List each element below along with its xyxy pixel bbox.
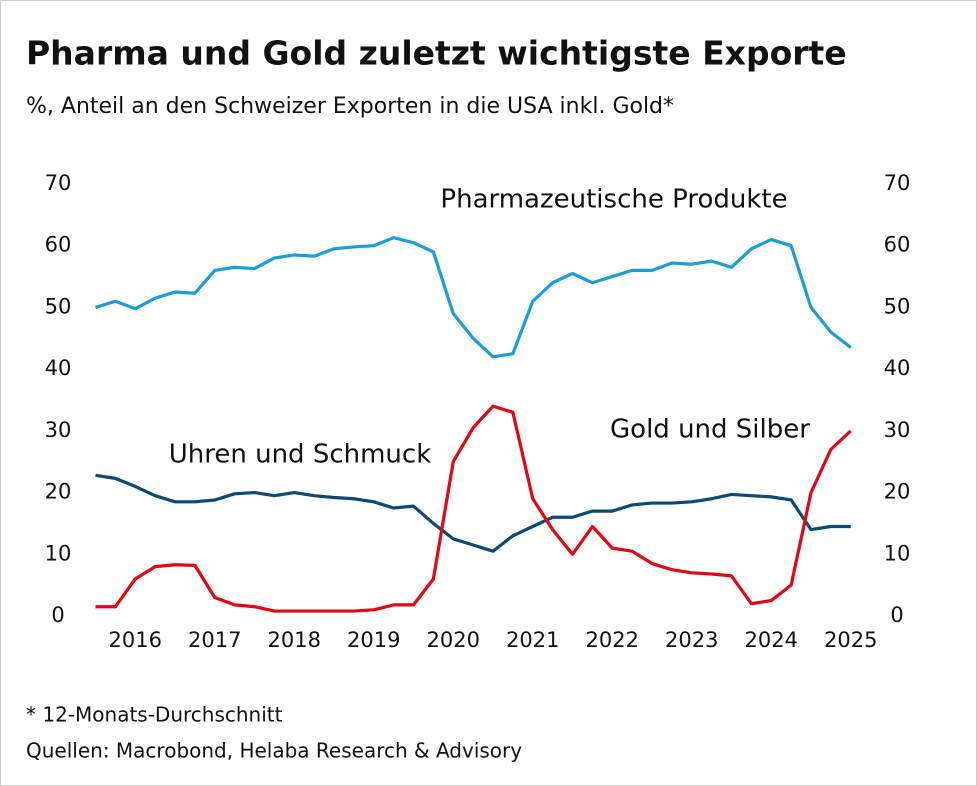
x-tick-label: 2017 — [188, 628, 241, 652]
chart-subtitle: %, Anteil an den Schweizer Exporten in d… — [26, 94, 674, 119]
series-label: Gold und Silber — [610, 415, 810, 445]
chart-title: Pharma und Gold zuletzt wichtigste Expor… — [26, 34, 847, 73]
source: Quellen: Macrobond, Helaba Research & Ad… — [26, 739, 522, 763]
x-tick-label: 2016 — [109, 628, 162, 652]
series-label: Pharmazeutische Produkte — [440, 185, 787, 215]
y2-tick-label: 10 — [884, 541, 911, 565]
y2-tick-label: 70 — [884, 171, 911, 195]
y2-tick-label: 0 — [890, 603, 903, 627]
y-tick-label: 40 — [45, 356, 72, 380]
y-tick-label: 20 — [45, 480, 72, 504]
series-line — [95, 404, 852, 613]
footnote: * 12-Monats-Durchschnitt — [26, 703, 283, 727]
series-line — [95, 236, 852, 359]
y2-tick-label: 50 — [884, 294, 911, 318]
x-tick-label: 2018 — [268, 628, 321, 652]
x-tick-label: 2025 — [824, 628, 877, 652]
x-tick-label: 2021 — [506, 628, 559, 652]
x-tick-label: 2020 — [427, 628, 480, 652]
y-tick-label: 50 — [45, 294, 72, 318]
y2-tick-label: 20 — [884, 480, 911, 504]
y2-tick-label: 30 — [884, 418, 911, 442]
x-tick-label: 2024 — [745, 628, 798, 652]
series-line — [95, 473, 851, 553]
y-tick-label: 10 — [45, 541, 72, 565]
y2-tick-label: 60 — [884, 233, 911, 257]
y2-tick-label: 40 — [884, 356, 911, 380]
x-tick-label: 2019 — [347, 628, 400, 652]
y-tick-label: 70 — [45, 171, 72, 195]
y-tick-label: 60 — [45, 233, 72, 257]
series-label: Uhren und Schmuck — [169, 440, 432, 470]
x-tick-label: 2023 — [665, 628, 718, 652]
x-tick-label: 2022 — [586, 628, 639, 652]
y-tick-label: 0 — [51, 603, 64, 627]
y-tick-label: 30 — [45, 418, 72, 442]
